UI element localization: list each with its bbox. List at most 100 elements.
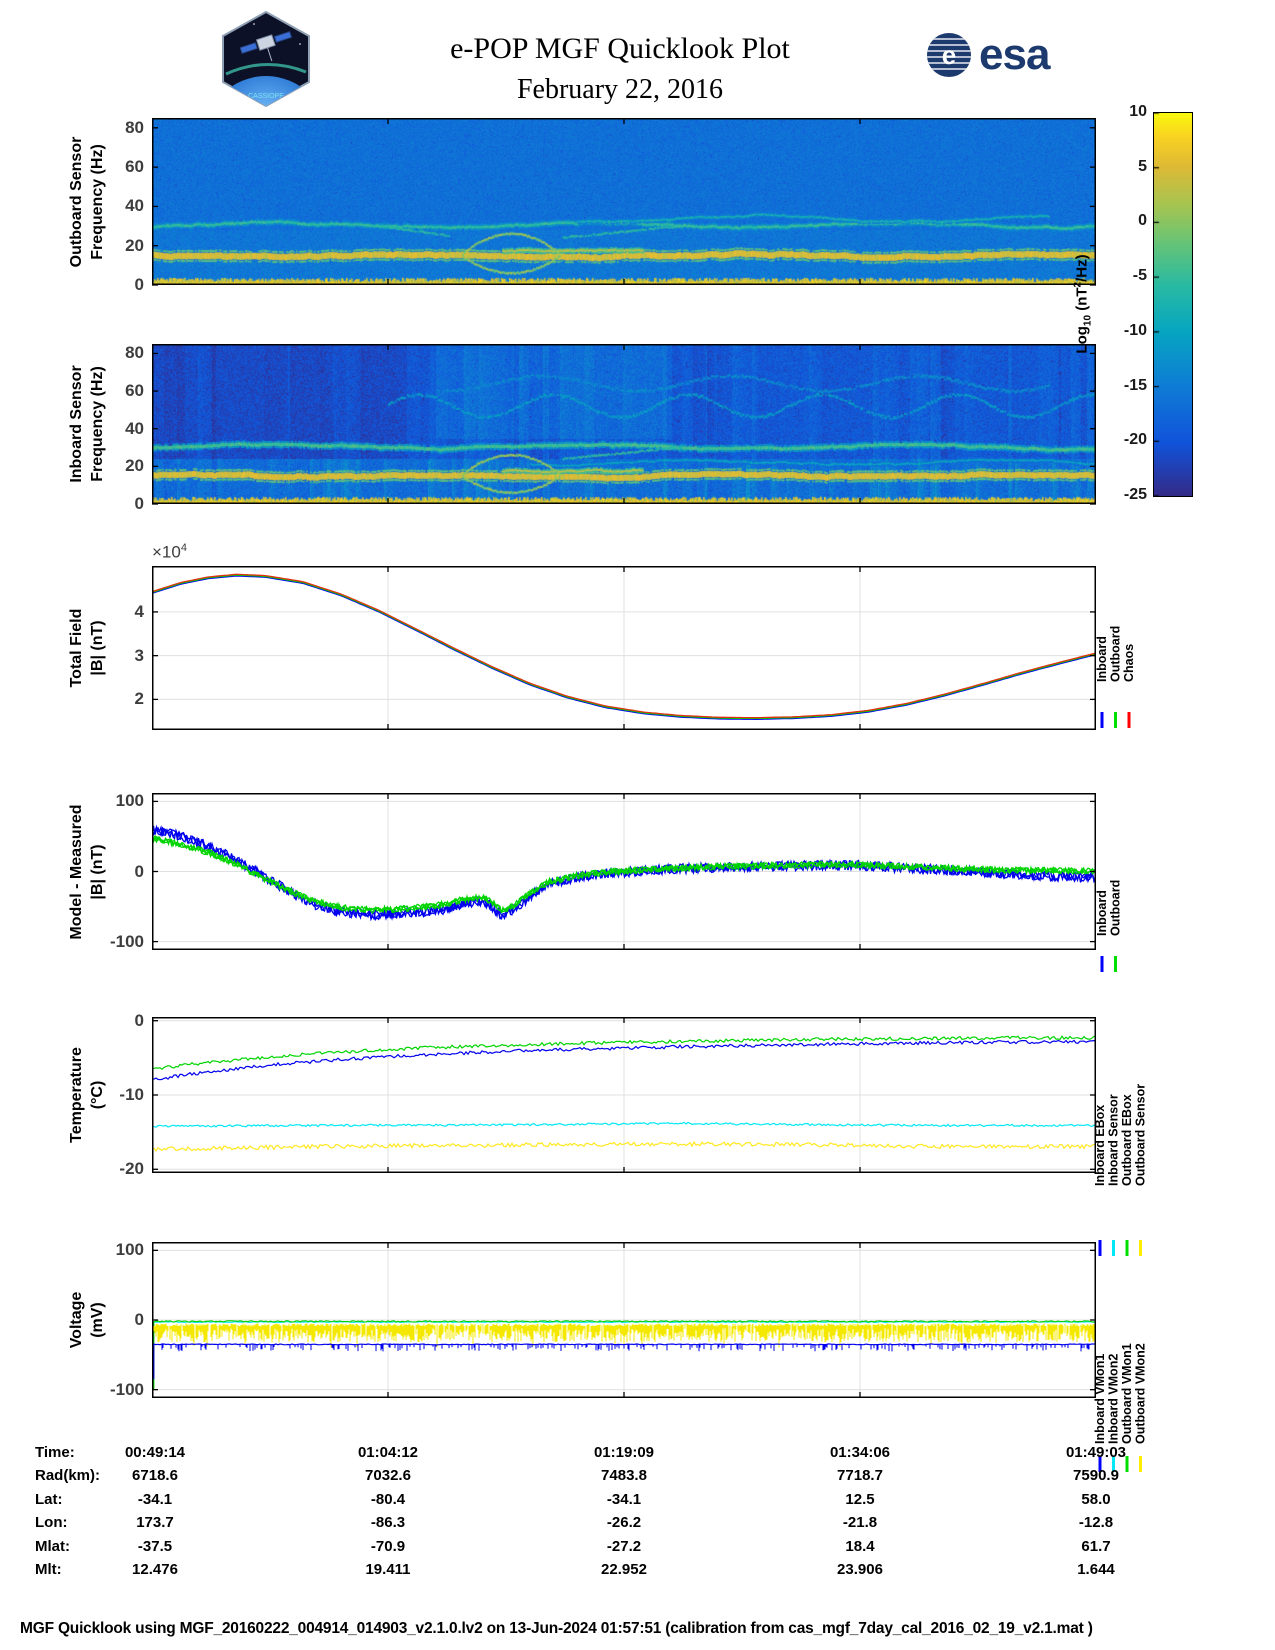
- inboard-spectrogram-ytick: 0: [134, 494, 144, 513]
- inboard-vmon2-series: [152, 1321, 1096, 1324]
- patch-satellite: [239, 31, 293, 62]
- voltage-series-group: [152, 1320, 1096, 1390]
- voltage-plot: [152, 1242, 1096, 1398]
- outboard-spectrogram-ylabel-line: Outboard Sensor: [68, 136, 86, 267]
- voltage-legend-label-outboard-vmon2: Outboard VMon2: [1134, 1343, 1148, 1444]
- outboard-spectrogram-heatmap-canvas: [152, 118, 1096, 285]
- model-minus-measured-legend-marker-outboard: [1114, 956, 1117, 972]
- voltage-legend-label-inboard-vmon2: Inboard VMon2: [1107, 1354, 1121, 1444]
- colorbar-label-part: 2: [1072, 281, 1084, 287]
- outboard-series: [152, 835, 1096, 915]
- ephemeris-cell: 58.0: [1081, 1490, 1111, 1508]
- outboard-vmon2-band: [152, 1323, 1095, 1348]
- chaos-series: [152, 573, 1096, 719]
- inboard-spectrogram-ytick: 20: [125, 456, 144, 476]
- ephemeris-cell: -12.8: [1078, 1514, 1114, 1532]
- voltage-legend-marker-outboard-vmon1: [1125, 1456, 1129, 1472]
- colorbar-axis-label: Log10 (nT2/Hz): [1073, 254, 1094, 353]
- ephemeris-cell: 7718.7: [837, 1467, 883, 1485]
- exponent-sup: 4: [180, 542, 187, 554]
- ephemeris-row-label: Lon:: [35, 1514, 68, 1532]
- temperature-legend-marker-outboard-ebox: [1125, 1240, 1129, 1256]
- inboard-spectrogram-ylabel-line: Inboard Sensor: [68, 365, 86, 483]
- voltage-ytick: 0: [134, 1310, 144, 1329]
- total-field-legend-label-chaos: Chaos: [1122, 644, 1136, 682]
- model-minus-measured-legend-label-inboard: Inboard: [1095, 890, 1109, 936]
- exponent-mult: ×10: [152, 542, 181, 562]
- model-minus-measured-ylabel-line: Model - Measured: [68, 803, 86, 940]
- temperature-plot: [152, 1017, 1096, 1173]
- total-field-exponent-label: ×104: [152, 542, 187, 563]
- ephemeris-cell: -86.3: [370, 1514, 406, 1532]
- ephemeris-cell: 01:04:12: [357, 1444, 419, 1461]
- inboard-spectrogram-ytick: 40: [125, 418, 144, 438]
- total-field-ytick: 4: [134, 601, 144, 621]
- voltage-ytick: 100: [115, 1240, 144, 1260]
- temperature-legend-label-outboard-ebox: Outboard EBox: [1120, 1094, 1134, 1186]
- plot-border: [152, 1017, 1096, 1173]
- plot-border: [152, 344, 1096, 504]
- outboard-spectrogram-ytick: 80: [125, 117, 144, 137]
- temperature-legend-marker-inboard-sensor: [1112, 1240, 1115, 1256]
- ephemeris-cell: 23.906: [837, 1561, 883, 1578]
- total-field-ytick: 2: [134, 689, 144, 709]
- inboard-spectrogram-heatmap-canvas: [152, 344, 1096, 504]
- ephemeris-cell: -80.4: [370, 1490, 406, 1508]
- temperature-legend-label-inboard-sensor: Inboard Sensor: [1107, 1094, 1121, 1186]
- esa-wordmark: esa: [979, 30, 1050, 79]
- plot-border: [152, 1242, 1096, 1398]
- esa-globe-icon: e: [927, 33, 971, 77]
- total-field-legend-marker-chaos: [1127, 712, 1131, 728]
- ephemeris-cell: 22.952: [601, 1561, 647, 1578]
- ephemeris-cell: -34.1: [137, 1490, 173, 1508]
- voltage-axes: [152, 1242, 1096, 1398]
- ephemeris-cell: -37.5: [137, 1537, 173, 1555]
- total-field-legend-marker-inboard: [1100, 712, 1104, 728]
- ephemeris-cell: 01:49:03: [1065, 1444, 1127, 1461]
- colorbar-gradient: [1153, 112, 1193, 497]
- ephemeris-cell: -70.9: [370, 1537, 406, 1555]
- outboard-spectrogram-plot: [152, 118, 1096, 286]
- temperature-ytick: -10: [119, 1085, 144, 1104]
- ephemeris-row-label: Mlt:: [35, 1561, 62, 1578]
- voltage-legend-marker-outboard-vmon2: [1139, 1456, 1142, 1472]
- colorbar-label-part: (nT: [1073, 286, 1091, 315]
- inboard-ebox-series: [152, 1039, 1096, 1081]
- model-minus-measured-ytick: 100: [115, 791, 144, 811]
- footer-text: MGF Quicklook using MGF_20160222_004914_…: [20, 1620, 1093, 1637]
- total-field-axes: [152, 566, 1096, 730]
- outboard-spectrogram-ytick: 20: [125, 235, 144, 255]
- temperature-ytick: 0: [134, 1010, 144, 1030]
- total-field-legend-marker-outboard: [1114, 712, 1117, 728]
- colorbar-label-part: 10: [1082, 314, 1094, 326]
- ephemeris-cell: 1.644: [1077, 1561, 1115, 1578]
- outboard-vmon1-series: [152, 1320, 1096, 1323]
- colorbar-tick: -5: [1132, 267, 1147, 285]
- outboard-spectrogram-ytick: 0: [134, 275, 144, 294]
- tick-marks: [152, 118, 1096, 286]
- model-minus-measured-axes: [152, 793, 1096, 950]
- total-field-ylabel-line: Total Field: [68, 608, 86, 688]
- patch-label: CASSIOPE: [248, 93, 284, 100]
- colorbar-label-part: /Hz): [1073, 253, 1091, 282]
- model-minus-measured-legend-label-outboard: Outboard: [1109, 880, 1123, 936]
- colorbar-tick: 5: [1138, 157, 1147, 175]
- colorbar-tick: -10: [1123, 321, 1147, 339]
- model-minus-measured-ytick: 0: [134, 861, 144, 881]
- colorbar-tick: -25: [1123, 486, 1147, 503]
- voltage-legend: Inboard VMon1 Inboard VMon2 Outboard VMon1…: [1093, 1343, 1148, 1472]
- ephemeris-cell: 173.7: [136, 1514, 174, 1532]
- inboard-spectrogram-ytick: 60: [125, 381, 144, 401]
- ephemeris-cell: -21.8: [842, 1514, 878, 1532]
- outboard-spectrogram-ytick: 40: [125, 196, 144, 216]
- colorbar-label-part: Log: [1073, 325, 1091, 354]
- gridlines: [152, 566, 1096, 730]
- plot-border: [152, 793, 1096, 950]
- page-date: February 22, 2016: [516, 74, 724, 105]
- colorbar-tick: 0: [1138, 212, 1147, 230]
- ephemeris-row-label: Time:: [35, 1444, 75, 1461]
- inboard-sensor-series: [152, 1121, 1096, 1128]
- ephemeris-cell: 61.7: [1081, 1537, 1111, 1555]
- total-field-legend-label-inboard: Inboard: [1095, 636, 1109, 682]
- patch-aurora: [225, 63, 307, 76]
